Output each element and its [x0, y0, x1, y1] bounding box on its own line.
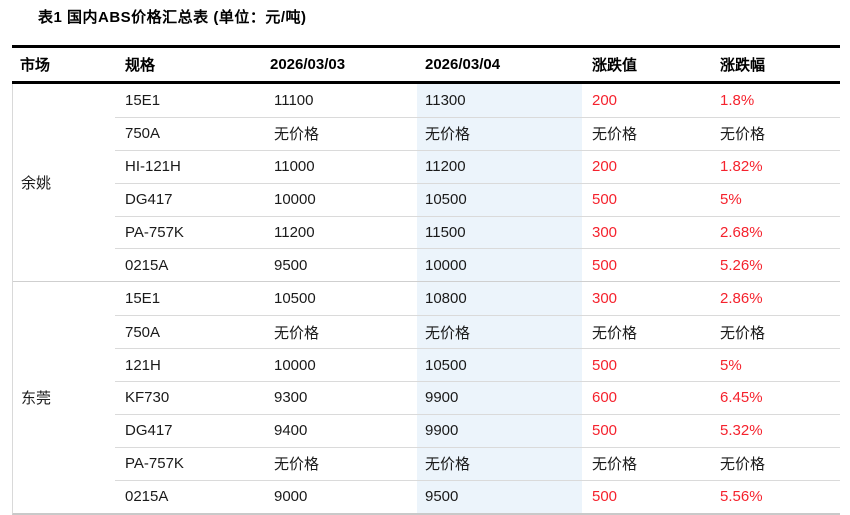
price-0303-cell: 9000 [274, 488, 308, 506]
price-0303-cell: 无价格 [274, 456, 320, 474]
change-pct-cell: 5% [720, 191, 742, 209]
price-0304-cell: 11500 [417, 216, 582, 249]
table-row: HI-121H 11000 11200 200 1.82% [115, 149, 840, 183]
table-row: 750A 无价格 无价格 无价格 无价格 [115, 116, 840, 150]
change-value-cell: 500 [592, 191, 618, 209]
table-header-row: 市场 规格 2026/03/03 2026/03/04 涨跌值 涨跌幅 [12, 45, 840, 84]
table-body: 余姚 15E1 11100 11300 200 1.8% 750A 无价格 无价格 无价格 无价格 H… [12, 84, 840, 515]
spec-cell: DG417 [125, 422, 173, 440]
market-cell: 余姚 [21, 175, 52, 193]
column-header-date2: 2026/03/04 [425, 56, 501, 73]
spec-cell: DG417 [125, 191, 173, 209]
spec-cell: HI-121H [125, 158, 181, 176]
table-row: 121H 10000 10500 500 5% [115, 348, 840, 382]
price-0304-cell: 9900 [417, 382, 582, 414]
column-header-change-pct: 涨跌幅 [720, 57, 766, 74]
market-section: 东莞 15E1 10500 10800 300 2.86% 750A 无价格 无价格 无价格 无价格… [13, 281, 840, 513]
change-value-cell: 无价格 [592, 456, 638, 474]
change-value-cell: 500 [592, 488, 618, 506]
price-0304-cell: 无价格 [417, 117, 582, 150]
abs-price-table: 市场 规格 2026/03/03 2026/03/04 涨跌值 涨跌幅 余姚 15… [12, 45, 840, 515]
price-0304-cell: 10000 [417, 249, 582, 282]
table-row: PA-757K 11200 11500 300 2.68% [115, 215, 840, 249]
change-value-cell: 500 [592, 256, 618, 274]
change-pct-cell: 1.8% [720, 91, 755, 109]
price-0304-cell: 10500 [417, 349, 582, 382]
spec-cell: 0215A [125, 256, 169, 274]
spec-cell: PA-757K [125, 224, 184, 241]
price-0303-cell: 9500 [274, 256, 308, 274]
table-row: DG417 9400 9900 500 5.32% [115, 413, 840, 447]
table-row: 0215A 9000 9500 500 5.56% [115, 479, 840, 513]
change-value-cell: 500 [592, 356, 618, 374]
change-value-cell: 300 [592, 290, 618, 308]
change-pct-cell: 1.82% [720, 158, 763, 176]
column-header-date1: 2026/03/03 [270, 56, 346, 73]
change-pct-cell: 2.86% [720, 290, 763, 308]
change-value-cell: 500 [592, 422, 618, 440]
price-0304-cell: 10500 [417, 183, 582, 216]
change-pct-cell: 5.26% [720, 256, 763, 274]
price-0303-cell: 9400 [274, 422, 308, 440]
spec-cell: 121H [125, 356, 161, 374]
price-0304-cell: 无价格 [417, 316, 582, 349]
spec-cell: PA-757K [125, 455, 184, 473]
price-0303-cell: 11100 [274, 91, 314, 109]
column-header-spec: 规格 [125, 57, 156, 74]
change-pct-cell: 5% [720, 356, 742, 374]
table-row: 750A 无价格 无价格 无价格 无价格 [115, 315, 840, 349]
change-value-cell: 200 [592, 91, 618, 109]
table-row: PA-757K 无价格 无价格 无价格 无价格 [115, 446, 840, 480]
price-0303-cell: 11000 [274, 158, 315, 176]
price-0304-cell: 11200 [417, 150, 582, 183]
change-value-cell: 无价格 [592, 126, 638, 144]
price-0303-cell: 9300 [274, 389, 308, 407]
table-row: 15E1 10500 10800 300 2.86% [115, 282, 840, 316]
table-row: 15E1 11100 11300 200 1.8% [115, 84, 840, 117]
change-pct-cell: 无价格 [720, 324, 766, 342]
price-0303-cell: 11200 [274, 224, 315, 241]
change-value-cell: 无价格 [592, 324, 638, 342]
column-header-change: 涨跌值 [592, 57, 638, 74]
price-0303-cell: 无价格 [274, 324, 320, 342]
market-section: 余姚 15E1 11100 11300 200 1.8% 750A 无价格 无价格 无价格 无价格 H… [13, 84, 840, 282]
change-pct-cell: 6.45% [720, 389, 763, 407]
price-0304-cell: 9900 [417, 414, 582, 447]
section-rows: 15E1 10500 10800 300 2.86% 750A 无价格 无价格 无价格 无价格 12… [115, 282, 840, 513]
table-title: 表1 国内ABS价格汇总表 (单位：元/吨) [38, 9, 307, 26]
spec-cell: KF730 [125, 389, 170, 407]
change-pct-cell: 无价格 [720, 126, 766, 144]
price-0304-cell: 9500 [417, 480, 582, 513]
table-row: 0215A 9500 10000 500 5.26% [115, 248, 840, 282]
change-value-cell: 300 [592, 224, 618, 241]
spec-cell: 0215A [125, 488, 169, 506]
section-rows: 15E1 11100 11300 200 1.8% 750A 无价格 无价格 无价格 无价格 HI-… [115, 84, 840, 282]
table-row: KF730 9300 9900 600 6.45% [115, 381, 840, 414]
change-pct-cell: 无价格 [720, 456, 766, 474]
table-row: DG417 10000 10500 500 5% [115, 182, 840, 216]
price-0303-cell: 无价格 [274, 126, 320, 144]
price-0304-cell: 无价格 [417, 447, 582, 480]
spec-cell: 750A [125, 125, 161, 143]
change-pct-cell: 5.32% [720, 422, 763, 440]
price-0304-cell: 11300 [417, 84, 582, 117]
column-header-market: 市场 [20, 57, 51, 74]
change-pct-cell: 2.68% [720, 224, 763, 241]
spec-cell: 15E1 [125, 91, 161, 109]
change-value-cell: 600 [592, 389, 618, 407]
price-0303-cell: 10500 [274, 290, 316, 308]
price-0304-cell: 10800 [417, 282, 582, 316]
spec-cell: 750A [125, 323, 161, 341]
change-value-cell: 200 [592, 158, 618, 176]
spec-cell: 15E1 [125, 290, 161, 308]
market-cell: 东莞 [21, 389, 52, 407]
price-0303-cell: 10000 [274, 356, 316, 374]
change-pct-cell: 5.56% [720, 488, 763, 506]
price-0303-cell: 10000 [274, 191, 316, 209]
